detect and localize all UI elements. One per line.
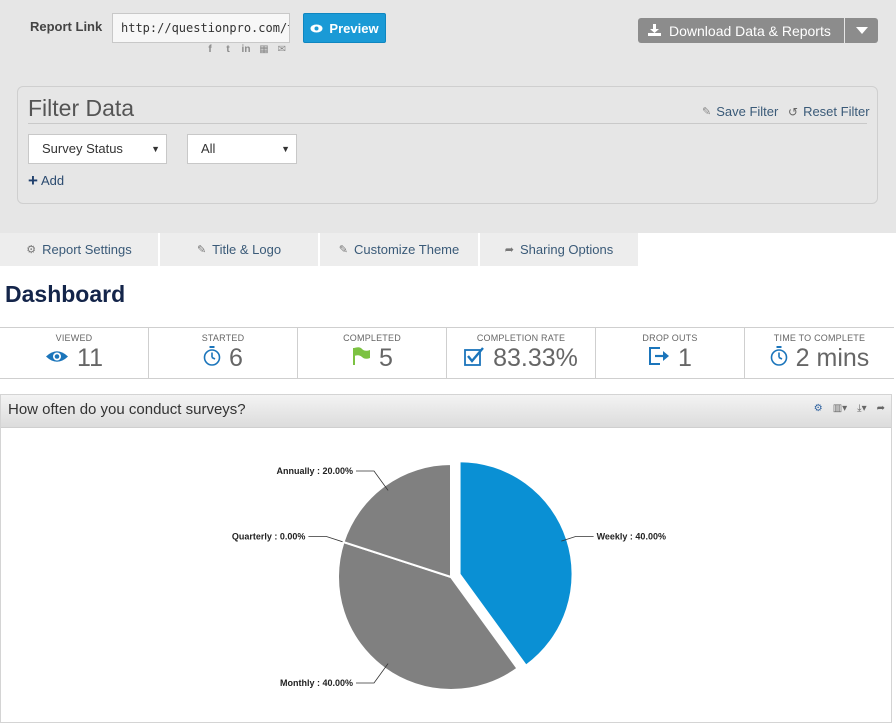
slice-label: Annually : 20.00% [276, 466, 353, 476]
dropdown-arrow-icon: ▼ [151, 144, 160, 154]
chart-panel-title: How often do you conduct surveys? [8, 401, 246, 418]
stat-label: DROP OUTS [642, 333, 698, 343]
edit-icon: ✎ [196, 244, 207, 256]
reset-filter-link[interactable]: ↺ Reset Filter [788, 104, 870, 119]
share-icons: f t in ▦ ✉ [204, 43, 288, 55]
stat-started: STARTED 6 [149, 328, 298, 378]
tab-label: Title & Logo [212, 242, 282, 257]
qr-code-icon[interactable]: ▦ [259, 43, 269, 55]
reset-filter-label: Reset Filter [803, 104, 870, 119]
stat-completed: COMPLETED 5 [298, 328, 447, 378]
stat-value: 2 mins [795, 344, 870, 372]
report-link-input[interactable]: http://questionpro.com/t/P [112, 13, 290, 43]
stat-drop-outs: DROP OUTS 1 [596, 328, 745, 378]
page-title: Dashboard [5, 281, 126, 307]
tab-customize-theme[interactable]: ✎ Customize Theme [320, 233, 478, 266]
filter-panel: Filter Data ✎ Save Filter ↺ Reset Filter… [17, 86, 878, 204]
tab-bar: ⚙ Report Settings ✎ Title & Logo ✎ Custo… [0, 233, 640, 266]
stat-label: COMPLETED [343, 333, 401, 343]
stat-completion-rate: COMPLETION RATE 83.33% [447, 328, 596, 378]
stopwatch-icon [770, 346, 788, 371]
chart-panel: How often do you conduct surveys? ⚙ ▥▾ ⤓… [0, 394, 892, 723]
slice-label: Quarterly : 0.00% [232, 532, 306, 542]
chevron-down-icon [855, 27, 868, 34]
filter-field-select[interactable]: Survey Status ▼ [28, 134, 167, 164]
filter-value-value: All [201, 141, 216, 156]
stat-value: 1 [678, 344, 692, 372]
chart-type-icon[interactable]: ▥▾ [832, 403, 848, 414]
undo-icon: ↺ [788, 104, 799, 119]
tab-report-settings[interactable]: ⚙ Report Settings [0, 233, 158, 266]
settings-icon[interactable]: ⚙ [813, 403, 823, 414]
stat-label: COMPLETION RATE [476, 333, 566, 343]
download-dropdown-toggle[interactable] [845, 18, 878, 43]
add-label: Add [40, 173, 65, 188]
share-icon[interactable]: ➦ [876, 403, 885, 414]
exit-icon [648, 346, 670, 371]
stopwatch-icon [203, 346, 221, 371]
tab-label: Sharing Options [519, 242, 614, 257]
filter-title: Filter Data [28, 95, 135, 121]
stat-label: STARTED [201, 333, 245, 343]
flag-icon [351, 346, 371, 371]
stats-row: VIEWED 11 STARTED 6 COMPLETED 5 COMPLETI… [0, 327, 894, 379]
filter-value-select[interactable]: All ▼ [187, 134, 297, 164]
download-label: Download Data & Reports [669, 22, 831, 39]
pie-chart: Weekly : 40.00% Monthly : 40.00% Quarterly… [232, 460, 666, 691]
facebook-icon[interactable]: f [208, 43, 212, 55]
chart-panel-header: How often do you conduct surveys? ⚙ ▥▾ ⤓… [1, 395, 891, 428]
twitter-icon[interactable]: t [226, 43, 230, 55]
stat-label: VIEWED [55, 333, 93, 343]
stat-time-to-complete: TIME TO COMPLETE 2 mins [745, 328, 894, 378]
chart-tools: ⚙ ▥▾ ⤓▾ ➦ [814, 403, 885, 414]
tab-label: Report Settings [42, 242, 132, 257]
eye-icon [45, 349, 69, 369]
dropdown-arrow-icon: ▼ [281, 144, 290, 154]
edit-icon: ✎ [338, 244, 348, 256]
report-link-label: Report Link [30, 19, 103, 34]
slice-label: Monthly : 40.00% [280, 678, 353, 688]
save-filter-label: Save Filter [716, 104, 779, 119]
stat-value: 11 [77, 344, 103, 372]
email-icon[interactable]: ✉ [277, 43, 287, 55]
stat-value: 5 [379, 344, 393, 372]
tab-sharing-options[interactable]: ➦ Sharing Options [480, 233, 638, 266]
share-icon: ➦ [504, 244, 514, 256]
stat-label: TIME TO COMPLETE [773, 333, 866, 343]
linkedin-icon[interactable]: in [241, 43, 251, 55]
download-button[interactable]: Download Data & Reports [638, 18, 844, 43]
tab-label: Customize Theme [353, 242, 460, 257]
stat-viewed: VIEWED 11 [0, 328, 149, 378]
divider [28, 123, 867, 124]
gears-icon: ⚙ [26, 244, 37, 256]
stat-value: 6 [229, 344, 243, 372]
export-icon[interactable]: ⤓▾ [857, 403, 867, 414]
stat-value: 83.33% [493, 344, 578, 372]
checkbox-icon [464, 346, 485, 371]
edit-icon: ✎ [702, 106, 712, 118]
slice-label: Weekly : 40.00% [597, 532, 666, 542]
leader-line [308, 536, 350, 545]
leader-line [561, 536, 594, 542]
leader-line [356, 663, 389, 684]
top-bar: Report Link http://questionpro.com/t/P f… [0, 0, 896, 233]
save-filter-link[interactable]: ✎ Save Filter [702, 104, 778, 119]
filter-field-value: Survey Status [42, 141, 123, 156]
preview-button[interactable]: Preview [303, 13, 386, 43]
leader-line [356, 470, 389, 491]
eye-icon [310, 21, 323, 36]
add-filter-link[interactable]: + Add [28, 170, 65, 190]
plus-icon: + [28, 170, 38, 190]
download-icon [648, 23, 661, 39]
tab-title-logo[interactable]: ✎ Title & Logo [160, 233, 318, 266]
preview-label: Preview [329, 20, 379, 36]
